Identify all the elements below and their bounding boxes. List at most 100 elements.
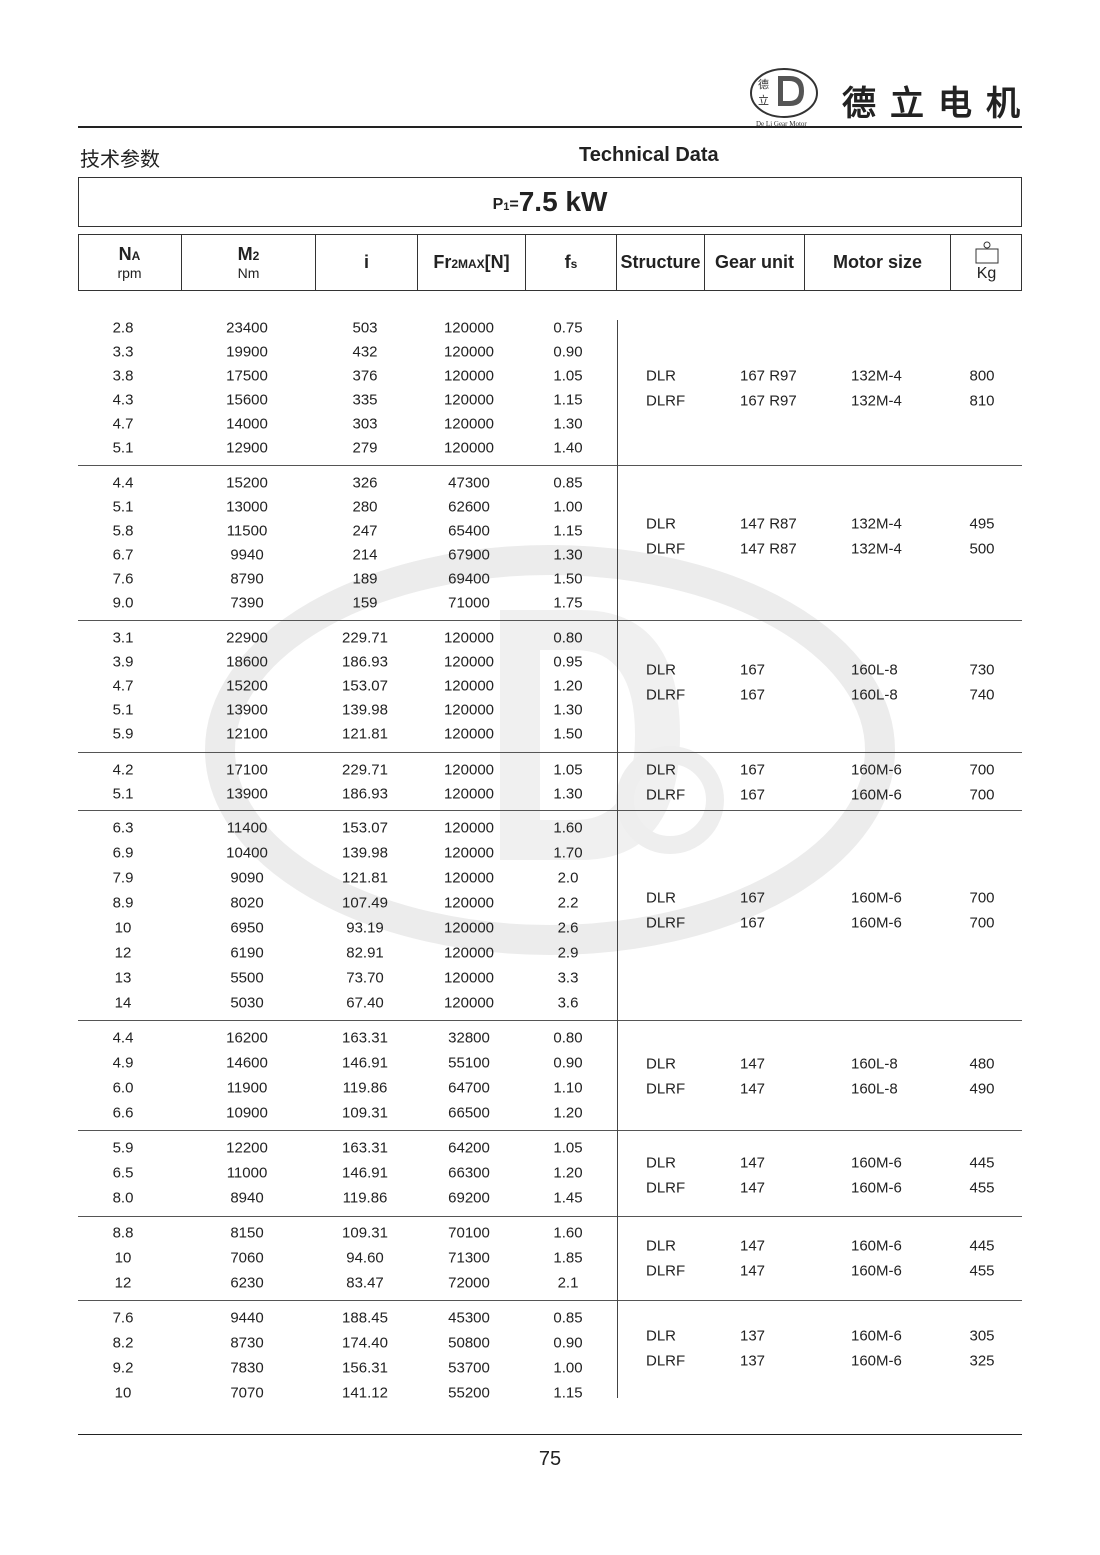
- cell-radial-load: 120000: [443, 391, 495, 409]
- cell-torque: 8790: [230, 570, 264, 588]
- cell-ratio: 214: [352, 546, 378, 564]
- cell-structure: DLRF: [646, 686, 686, 704]
- cell-ratio: 229.71: [342, 629, 388, 647]
- cell-radial-load: 120000: [443, 785, 495, 803]
- cell-weight: 495: [969, 515, 995, 533]
- cell-service-factor: 1.75: [553, 594, 583, 612]
- cell-radial-load: 72000: [448, 1274, 490, 1292]
- cell-torque: 7070: [230, 1384, 264, 1402]
- cell-radial-load: 120000: [443, 415, 495, 433]
- cell-service-factor: 1.40: [553, 439, 583, 457]
- cell-torque: 8150: [230, 1224, 264, 1242]
- cell-structure: DLRF: [646, 914, 686, 932]
- cell-structure: DLR: [646, 761, 677, 779]
- cell-torque: 10900: [226, 1104, 268, 1122]
- section-title-en: Technical Data: [579, 144, 719, 166]
- cell-weight: 700: [969, 914, 995, 932]
- cell-gear-unit: 147: [740, 1154, 766, 1172]
- cell-speed: 10: [114, 1249, 132, 1267]
- cell-gear-unit: 147 R87: [740, 540, 797, 558]
- power-banner: P 1 = 7.5 kW: [78, 177, 1022, 227]
- cell-torque: 14600: [226, 1054, 268, 1072]
- cell-speed: 8.8: [112, 1224, 134, 1242]
- cell-speed: 6.0: [112, 1079, 134, 1097]
- cell-speed: 5.1: [112, 785, 134, 803]
- cell-weight: 500: [969, 540, 995, 558]
- cell-speed: 7.6: [112, 1309, 134, 1327]
- cell-motor-size: 160M-6: [851, 761, 902, 779]
- col-gear-unit: Gear unit: [705, 234, 805, 290]
- cell-ratio: 156.31: [342, 1359, 388, 1377]
- footer-rule: [78, 1434, 1022, 1435]
- cell-weight: 325: [969, 1352, 995, 1370]
- cell-radial-load: 69400: [448, 570, 490, 588]
- cell-speed: 10: [114, 919, 132, 937]
- cell-motor-size: 132M-4: [851, 540, 902, 558]
- cell-ratio: 146.91: [342, 1164, 388, 1182]
- cell-gear-unit: 137: [740, 1352, 766, 1370]
- cell-ratio: 73.70: [346, 969, 384, 987]
- cell-structure: DLRF: [646, 1262, 686, 1280]
- cell-speed: 6.3: [112, 819, 134, 837]
- cell-radial-load: 66500: [448, 1104, 490, 1122]
- cell-speed: 7.9: [112, 869, 134, 887]
- cell-radial-load: 120000: [443, 319, 495, 337]
- cell-motor-size: 160L-8: [851, 1080, 898, 1098]
- cell-torque: 23400: [226, 319, 268, 337]
- cell-gear-unit: 167 R97: [740, 392, 797, 410]
- cell-speed: 4.3: [112, 391, 134, 409]
- cell-service-factor: 2.0: [557, 869, 579, 887]
- cell-motor-size: 160M-6: [851, 1237, 902, 1255]
- cell-torque: 17100: [226, 761, 268, 779]
- cell-ratio: 119.86: [342, 1079, 388, 1097]
- cell-ratio: 186.93: [342, 785, 388, 803]
- cell-torque: 17500: [226, 367, 268, 385]
- cell-torque: 22900: [226, 629, 268, 647]
- cell-service-factor: 1.50: [553, 725, 583, 743]
- cell-weight: 480: [969, 1055, 995, 1073]
- weight-icon: [975, 241, 998, 264]
- cell-service-factor: 3.3: [557, 969, 579, 987]
- cell-service-factor: 1.15: [553, 1384, 583, 1402]
- cell-service-factor: 1.05: [553, 1139, 583, 1157]
- cell-ratio: 432: [352, 343, 378, 361]
- cell-radial-load: 120000: [443, 439, 495, 457]
- column-divider: [617, 320, 618, 1398]
- cell-motor-size: 160M-6: [851, 1154, 902, 1172]
- cell-speed: 12: [114, 944, 132, 962]
- cell-radial-load: 120000: [443, 894, 495, 912]
- group-separator: [78, 465, 1022, 466]
- cell-ratio: 174.40: [342, 1334, 388, 1352]
- cell-ratio: 189: [352, 570, 378, 588]
- cell-gear-unit: 137: [740, 1327, 766, 1345]
- cell-speed: 4.2: [112, 761, 134, 779]
- cell-service-factor: 1.30: [553, 785, 583, 803]
- cell-service-factor: 1.30: [553, 701, 583, 719]
- cell-speed: 9.2: [112, 1359, 134, 1377]
- cell-ratio: 119.86: [342, 1189, 388, 1207]
- cell-weight: 730: [969, 661, 995, 679]
- cell-torque: 12100: [226, 725, 268, 743]
- cell-structure: DLR: [646, 661, 677, 679]
- cell-radial-load: 65400: [448, 522, 490, 540]
- cell-service-factor: 0.90: [553, 1334, 583, 1352]
- group-separator: [78, 620, 1022, 621]
- cell-ratio: 146.91: [342, 1054, 388, 1072]
- cell-radial-load: 32800: [448, 1029, 490, 1047]
- cell-ratio: 279: [352, 439, 378, 457]
- cell-structure: DLRF: [646, 392, 686, 410]
- cell-ratio: 503: [352, 319, 378, 337]
- cell-speed: 4.7: [112, 415, 134, 433]
- power-sub: 1: [503, 201, 510, 213]
- cell-speed: 5.1: [112, 498, 134, 516]
- cell-service-factor: 1.20: [553, 1164, 583, 1182]
- col-fs: fs: [526, 234, 617, 290]
- header-rule: [78, 126, 1022, 128]
- cell-radial-load: 120000: [443, 844, 495, 862]
- cell-radial-load: 120000: [443, 367, 495, 385]
- cell-speed: 3.9: [112, 653, 134, 671]
- cell-torque: 11900: [226, 1079, 268, 1097]
- cell-speed: 9.0: [112, 594, 134, 612]
- cell-torque: 8730: [230, 1334, 264, 1352]
- cell-speed: 6.5: [112, 1164, 134, 1182]
